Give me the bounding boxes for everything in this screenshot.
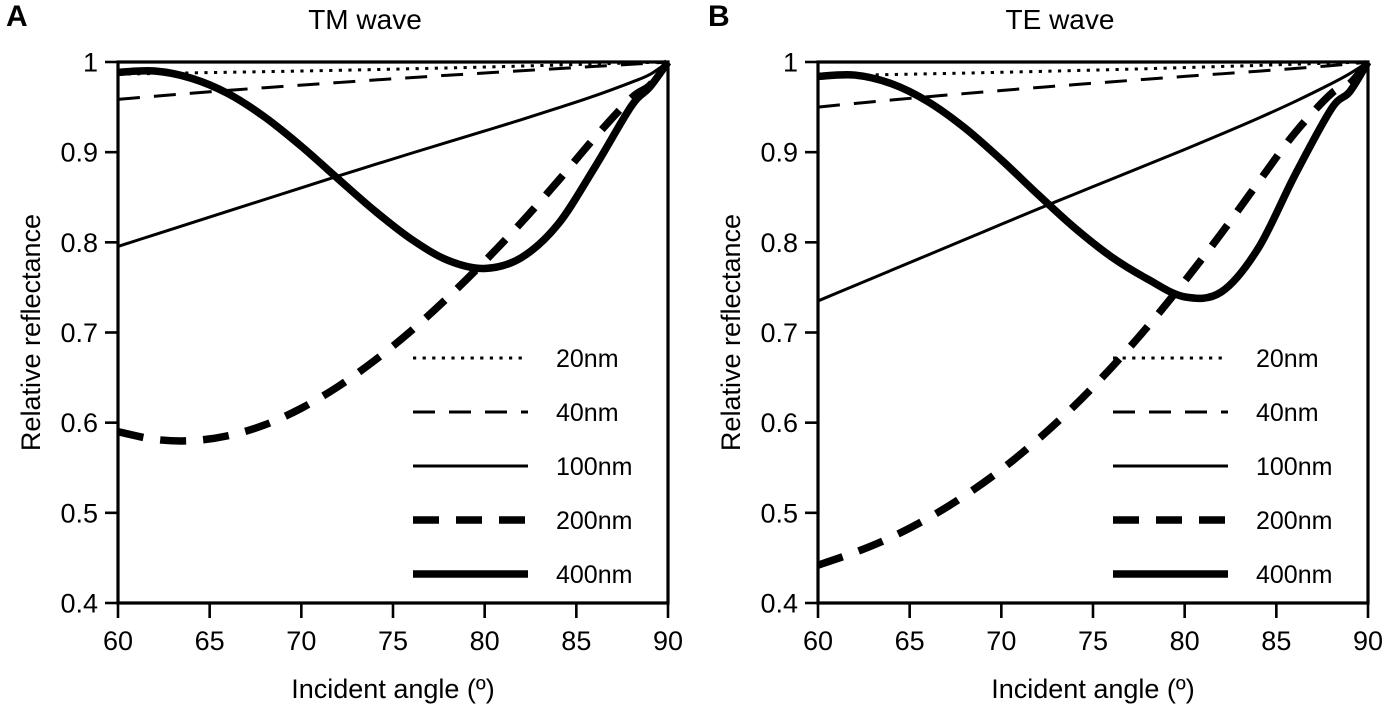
x-axis-title: Incident angle (º) — [291, 674, 494, 704]
x-tick-label: 60 — [103, 626, 133, 656]
legend-label-100nm: 100nm — [1256, 453, 1332, 481]
panel-title-a: TM wave — [308, 4, 422, 35]
series-line-100nm — [817, 60, 1369, 303]
series-line-400nm — [117, 59, 672, 273]
y-tick-label: 0.8 — [760, 228, 798, 258]
y-tick-label: 0.9 — [760, 138, 798, 168]
legend-label-40nm: 40nm — [556, 399, 619, 427]
y-tick-label: 0.7 — [60, 318, 98, 348]
legend-label-200nm: 200nm — [556, 507, 632, 535]
x-tick-label: 85 — [561, 626, 591, 656]
chart-te-wave: 0.4 0.5 0.6 0.7 0.8 0.9 1 60 65 70 75 80 85 90 Inciden… — [716, 48, 1383, 705]
x-tick-label: 90 — [1353, 626, 1383, 656]
legend-label-200nm: 200nm — [1256, 507, 1332, 535]
chart-tm-wave: 0.4 0.5 0.6 0.7 0.8 0.9 1 60 65 70 75 80 85 90 Inciden… — [16, 48, 683, 705]
legend-label-400nm: 400nm — [1256, 561, 1332, 589]
legend-label-100nm: 100nm — [556, 453, 632, 481]
y-tick-label: 0.5 — [60, 498, 98, 528]
panel-label-b: B — [708, 0, 730, 33]
y-axis-title: Relative reflectance — [16, 214, 46, 451]
x-tick-label: 65 — [895, 626, 925, 656]
y-tick-label: 0.4 — [760, 589, 798, 619]
x-tick-label: 80 — [470, 626, 500, 656]
x-tick-label: 65 — [195, 626, 225, 656]
x-tick-label: 90 — [653, 626, 683, 656]
y-axis-title: Relative reflectance — [716, 214, 746, 451]
series-line-200nm — [816, 59, 1371, 569]
x-tick-label: 70 — [986, 626, 1016, 656]
panel-b: B TE wave 0.4 0.5 0.6 0.7 0.8 0.9 1 60 65 70 75 80 8… — [700, 0, 1400, 709]
y-tick-label: 0.6 — [760, 408, 798, 438]
x-tick-label: 85 — [1261, 626, 1291, 656]
panel-label-a: A — [6, 0, 28, 33]
x-axis-title: Incident angle (º) — [991, 674, 1194, 704]
legend-label-40nm: 40nm — [1256, 399, 1319, 427]
legend-label-20nm: 20nm — [1256, 345, 1319, 373]
y-tick-label: 0.6 — [60, 408, 98, 438]
x-tick-label: 75 — [378, 626, 408, 656]
legend-label-20nm: 20nm — [556, 345, 619, 373]
x-tick-label: 75 — [1078, 626, 1108, 656]
y-tick-label: 0.4 — [60, 589, 98, 619]
legend-label-400nm: 400nm — [556, 561, 632, 589]
y-tick-label: 0.9 — [60, 138, 98, 168]
y-tick-label: 0.5 — [760, 498, 798, 528]
y-tick-label: 0.8 — [60, 228, 98, 258]
panel-a: A TM wave 0.4 0.5 0.6 0.7 0.8 0.9 1 60 65 70 75 80 8… — [6, 0, 683, 705]
x-tick-label: 60 — [803, 626, 833, 656]
series-line-40nm — [117, 60, 669, 101]
y-tick-label: 1 — [783, 48, 798, 78]
series-line-100nm — [117, 60, 669, 248]
series-line-200nm — [117, 59, 671, 445]
series-line-400nm — [817, 60, 1372, 303]
y-tick-label: 1 — [83, 48, 98, 78]
y-tick-label: 0.7 — [760, 318, 798, 348]
panel-title-b: TE wave — [1005, 4, 1115, 35]
x-tick-label: 70 — [286, 626, 316, 656]
series-line-40nm — [817, 60, 1369, 109]
x-tick-label: 80 — [1170, 626, 1200, 656]
